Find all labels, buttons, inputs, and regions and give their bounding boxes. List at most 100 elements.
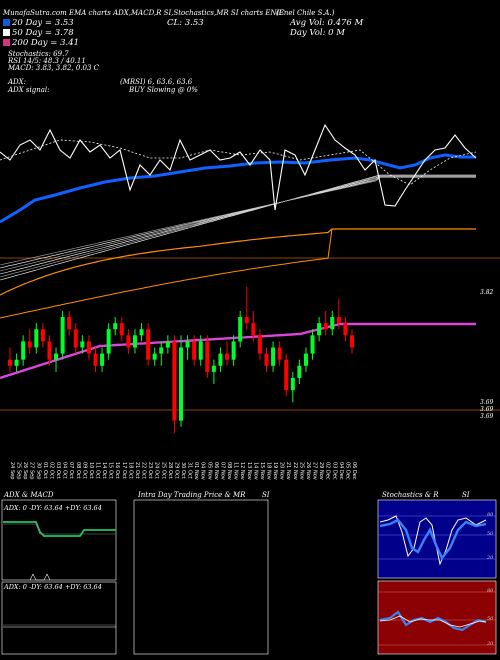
ma-band-line-1 — [0, 175, 476, 278]
adx-panel-frame — [1, 499, 117, 581]
date-tick-label: 02 Oct — [48, 462, 54, 479]
header-company: (Enel Chile S.A.) — [276, 9, 335, 17]
stoch-d-line — [379, 518, 487, 561]
candle-body — [303, 353, 308, 366]
candle-body — [73, 329, 78, 348]
candle-body — [80, 341, 85, 348]
date-tick-label: 27 Sep — [29, 462, 35, 479]
stochastic-white-line — [0, 123, 477, 211]
date-tick-label: 09 Oct — [81, 462, 87, 479]
candle-body — [34, 329, 39, 348]
candle-body — [146, 329, 151, 360]
date-tick-label: 04 Oct — [62, 462, 68, 479]
stoch-panel-title: Stochastics & R — [382, 491, 439, 499]
candle-body — [257, 335, 262, 354]
candle-body — [343, 323, 348, 336]
date-tick-label: 07 Nov — [219, 462, 225, 480]
candle-body — [93, 353, 98, 366]
day-vol-label: Day Vol: 0 M — [290, 28, 345, 38]
candle-body — [317, 323, 322, 336]
date-tick-label: 26 Nov — [305, 462, 311, 480]
date-tick-label: 14 Nov — [252, 462, 258, 480]
adx-spike-line — [29, 573, 51, 581]
date-tick-label: 18 Oct — [127, 462, 133, 479]
date-tick-label: 04 Nov — [200, 462, 206, 480]
date-tick-label: 29 Oct — [173, 462, 179, 479]
date-tick-label: 31 Oct — [187, 462, 193, 479]
date-tick-label: 25 Oct — [160, 462, 166, 479]
candle-body — [251, 323, 256, 336]
candle-body — [86, 341, 91, 354]
date-tick-label: 11 Oct — [95, 462, 101, 479]
price-label-lower-b: 3.69 — [480, 406, 494, 413]
candle-body — [185, 341, 190, 348]
candle-body — [336, 317, 341, 324]
intraday-panel-frame — [133, 499, 269, 655]
date-tick-label: 20 Nov — [279, 462, 285, 480]
close-label: CL: 3.53 — [167, 18, 204, 28]
candle-body — [192, 341, 197, 360]
candle-body — [271, 347, 276, 366]
ema20-swatch — [3, 19, 10, 26]
candle-body — [14, 359, 19, 366]
candle-body — [27, 341, 32, 348]
price-label-upper: 3.82 — [480, 289, 494, 296]
stoch-k-line — [379, 515, 487, 566]
stoch-level-20: 20 — [487, 555, 494, 561]
price-label-lower-c: 3.69 — [480, 413, 494, 420]
candle-body — [264, 353, 269, 366]
date-tick-label: 24 Sep — [9, 462, 15, 479]
candle-body — [100, 353, 105, 366]
date-tick-label: 01 Oct — [42, 462, 48, 479]
ma-orange-line — [0, 228, 476, 296]
date-tick-label: 22 Nov — [292, 462, 298, 480]
date-tick-label: 30 Oct — [180, 462, 186, 479]
date-tick-label: 16 Oct — [114, 462, 120, 479]
date-tick-label: 03 Dec — [331, 462, 337, 480]
date-tick-label: 06 Nov — [213, 462, 219, 480]
rsi-level-80: 80 — [487, 588, 494, 594]
candle-body — [60, 317, 65, 354]
date-tick-label: 14 Oct — [101, 462, 107, 479]
date-tick-label: 26 Sep — [22, 462, 28, 479]
candle-body — [106, 329, 111, 354]
date-tick-label: 18 Nov — [266, 462, 272, 480]
rsi-white-line — [379, 615, 487, 628]
ma-band-line-4 — [0, 176, 476, 269]
ema20-blue-line — [0, 153, 476, 224]
candle-body — [211, 365, 216, 372]
date-tick-label: 08 Nov — [226, 462, 232, 480]
ema200-label: 200 Day = 3.41 — [12, 38, 80, 48]
candle-body — [238, 317, 243, 342]
ma-band-line-5 — [0, 177, 476, 266]
stochastics-line: Stochastics: 69.7 — [8, 50, 69, 58]
date-tick-label: 25 Sep — [16, 462, 22, 479]
candle-body — [119, 323, 124, 336]
adx-signal-value: BUY Slowing @ 0% — [129, 86, 198, 94]
date-tick-label: 08 Oct — [75, 462, 81, 479]
signal-dashed-line — [0, 139, 477, 186]
date-tick-label: 23 Oct — [147, 462, 153, 479]
stoch-panel-frame — [377, 499, 497, 579]
intraday-panel-title: Intra Day Trading Price & MR — [138, 491, 246, 499]
date-tick-label: 21 Nov — [285, 462, 291, 480]
price-label-lower-a: 3.69 — [480, 399, 494, 406]
intraday-panel-title-suffix: SI — [262, 491, 270, 499]
date-tick-label: 02 Dec — [325, 462, 331, 480]
date-tick-label: 03 Oct — [55, 462, 61, 479]
candle-body — [21, 341, 26, 360]
candle-body — [284, 359, 289, 391]
macd-panel-subtitle: ADX: 0 -DY: 63.64 +DY: 63.64 — [4, 583, 102, 591]
candle-body — [172, 341, 177, 421]
rsi-line: RSI 14/5: 48.3 / 40.11 — [8, 57, 86, 65]
candle-body — [330, 317, 335, 330]
macd-line: MACD: 3.83, 3.82, 0.03 C — [8, 64, 100, 72]
candle-body — [225, 353, 230, 360]
date-tick-label: 07 Oct — [68, 462, 74, 479]
date-tick-label: 25 Nov — [298, 462, 304, 480]
candle-body — [205, 341, 210, 372]
date-tick-label: 19 Nov — [272, 462, 278, 480]
rsi-level-20: 20 — [487, 641, 494, 647]
date-tick-label: 30 Sep — [35, 462, 41, 479]
candle-body — [290, 377, 295, 391]
